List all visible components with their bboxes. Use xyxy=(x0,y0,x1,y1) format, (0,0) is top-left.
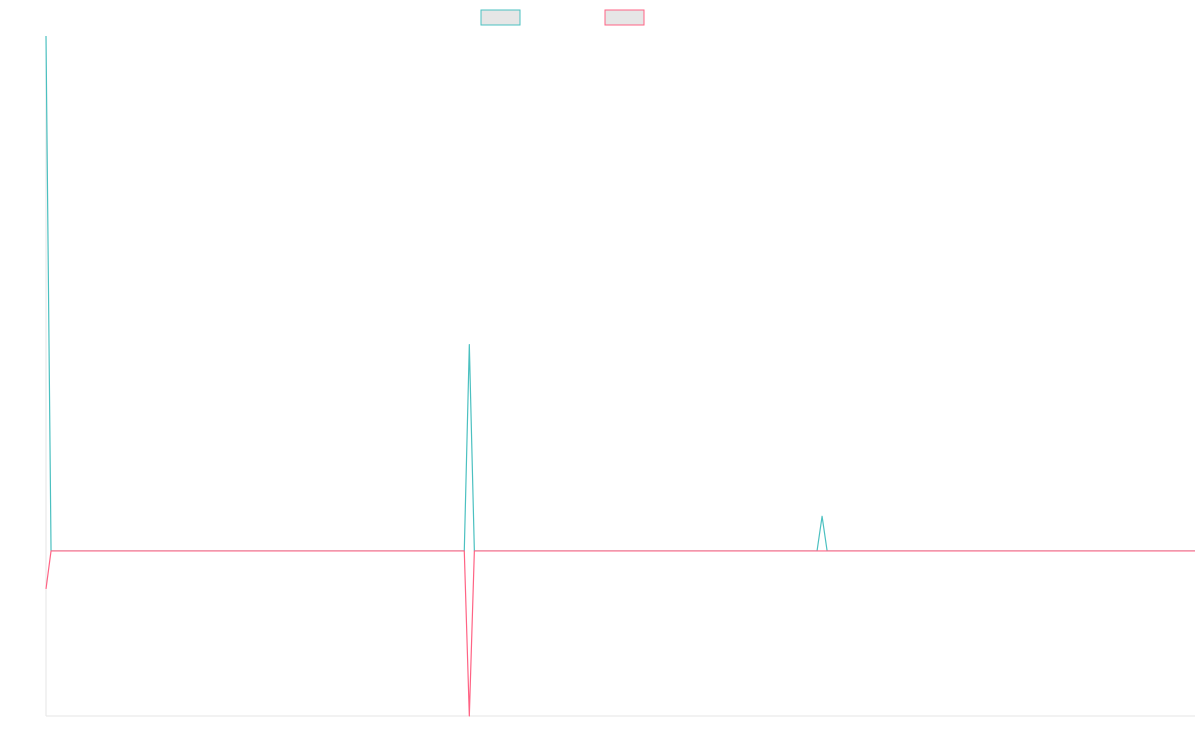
legend-swatch-1[interactable] xyxy=(480,9,521,26)
axes xyxy=(45,36,1195,717)
legend[interactable] xyxy=(480,9,645,26)
series-line-2 xyxy=(45,550,1195,717)
legend-swatch-2[interactable] xyxy=(604,9,645,26)
series-group xyxy=(45,35,1195,717)
series-line-1 xyxy=(45,35,1195,552)
